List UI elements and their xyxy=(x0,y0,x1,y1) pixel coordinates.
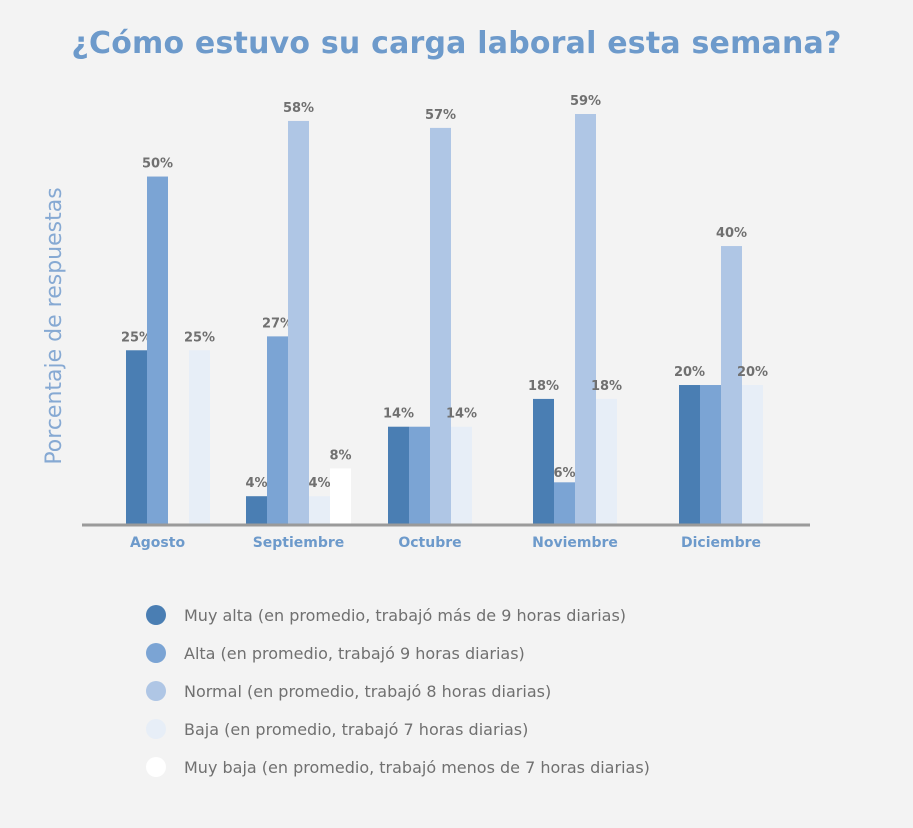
data-label-octubre-series-1: 14% xyxy=(383,407,414,422)
bar-noviembre-series-4 xyxy=(596,398,617,524)
data-label-octubre-series-4: 14% xyxy=(446,407,477,422)
data-label-noviembre-series-3: 59% xyxy=(570,94,601,109)
legend-label: Baja (en promedio, trabajó 7 horas diari… xyxy=(184,719,529,739)
x-tick-noviembre: Noviembre xyxy=(532,535,618,551)
bar-noviembre-series-2 xyxy=(554,482,575,524)
bar-septiembre-series-2 xyxy=(267,336,288,524)
data-label-noviembre-series-4: 18% xyxy=(591,379,622,394)
legend-label: Normal (en promedio, trabajó 8 horas dia… xyxy=(184,681,552,701)
bar-septiembre-series-5 xyxy=(330,468,351,524)
bar-diciembre-series-1 xyxy=(679,385,700,524)
x-tick-labels: Agosto Septiembre Octubre Noviembre Diciembr… xyxy=(130,535,761,551)
y-axis-label: Porcentaje de respuestas xyxy=(42,187,67,464)
data-label-agosto-series-1: 25% xyxy=(121,330,152,345)
bar-diciembre-series-3 xyxy=(721,246,742,524)
chart-title: ¿Cómo estuvo su carga laboral esta seman… xyxy=(71,26,842,61)
bar-noviembre-series-1 xyxy=(533,398,554,524)
legend-label: Alta (en promedio, trabajó 9 horas diari… xyxy=(184,643,525,663)
legend-swatch xyxy=(146,605,166,625)
data-label-noviembre-series-2: 6% xyxy=(553,466,575,481)
legend-item-series-5: Muy baja (en promedio, trabajó menos de … xyxy=(146,748,650,786)
bar-septiembre-series-4 xyxy=(309,496,330,524)
data-label-septiembre-series-2: 27% xyxy=(262,316,293,331)
x-tick-agosto: Agosto xyxy=(130,535,186,551)
data-label-septiembre-series-4: 4% xyxy=(308,476,330,491)
bar-agosto-series-1 xyxy=(126,350,147,524)
x-tick-septiembre: Septiembre xyxy=(253,535,345,551)
data-label-octubre-series-3: 57% xyxy=(425,108,456,123)
legend-swatch xyxy=(146,681,166,701)
legend-label: Muy alta (en promedio, trabajó más de 9 … xyxy=(184,605,627,625)
bar-diciembre-series-2 xyxy=(700,385,721,524)
bar-agosto-series-2 xyxy=(147,176,168,525)
bars-layer: 25% 50% 25% 4% 27% 58% 4% 8% 14% 57% 14% 18% 6% 59% 18… xyxy=(121,94,768,525)
bar-chart: Porcentaje de respuestas 25% 50% 25% 4% 27% 5… xyxy=(42,94,810,551)
x-tick-diciembre: Diciembre xyxy=(681,535,761,551)
bar-octubre-series-4 xyxy=(451,426,472,524)
bar-agosto-series-4 xyxy=(189,350,210,524)
data-label-diciembre-series-4: 20% xyxy=(737,365,768,380)
data-label-diciembre-series-1: 20% xyxy=(674,365,705,380)
data-label-diciembre-series-3: 40% xyxy=(716,226,747,241)
bar-noviembre-series-3 xyxy=(575,114,596,524)
data-label-septiembre-series-1: 4% xyxy=(245,476,267,491)
legend-label: Muy baja (en promedio, trabajó menos de … xyxy=(184,757,650,777)
data-label-agosto-series-4: 25% xyxy=(184,330,215,345)
data-label-septiembre-series-3: 58% xyxy=(283,101,314,116)
data-label-noviembre-series-1: 18% xyxy=(528,379,559,394)
legend: Muy alta (en promedio, trabajó más de 9 … xyxy=(146,596,650,786)
bar-diciembre-series-4 xyxy=(742,385,763,524)
legend-swatch xyxy=(146,757,166,777)
x-tick-octubre: Octubre xyxy=(398,535,461,551)
legend-item-series-4: Baja (en promedio, trabajó 7 horas diari… xyxy=(146,710,650,748)
bar-septiembre-series-3 xyxy=(288,120,309,524)
data-label-septiembre-series-5: 8% xyxy=(329,448,351,463)
legend-swatch xyxy=(146,643,166,663)
bar-octubre-series-3 xyxy=(430,127,451,524)
data-label-agosto-series-2: 50% xyxy=(142,157,173,172)
legend-item-series-1: Muy alta (en promedio, trabajó más de 9 … xyxy=(146,596,650,634)
legend-swatch xyxy=(146,719,166,739)
bar-octubre-series-2 xyxy=(409,426,430,524)
bar-septiembre-series-1 xyxy=(246,496,267,524)
legend-item-series-2: Alta (en promedio, trabajó 9 horas diari… xyxy=(146,634,650,672)
bar-octubre-series-1 xyxy=(388,426,409,524)
legend-item-series-3: Normal (en promedio, trabajó 8 horas dia… xyxy=(146,672,650,710)
